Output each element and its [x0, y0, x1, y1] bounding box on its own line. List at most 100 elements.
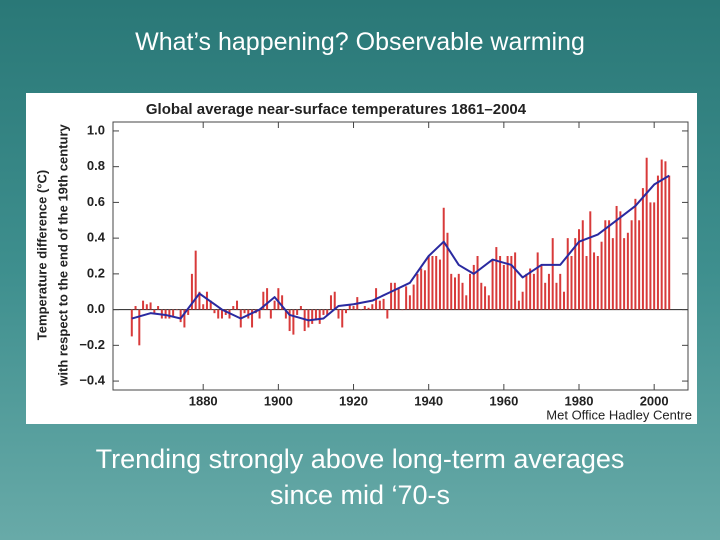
- bar: [284, 309, 287, 319]
- bar: [360, 309, 363, 311]
- bar: [341, 309, 344, 328]
- bar: [446, 232, 449, 310]
- bar: [559, 273, 562, 310]
- x-tick-label: 1880: [189, 393, 218, 408]
- bar: [232, 306, 235, 310]
- chart: Global average near-surface temperatures…: [26, 93, 697, 424]
- chart-background: [26, 93, 697, 424]
- bar: [487, 295, 490, 310]
- bar: [450, 273, 453, 310]
- bar: [476, 256, 479, 310]
- bar: [412, 284, 415, 310]
- bar: [236, 300, 239, 310]
- bar: [142, 300, 145, 310]
- bar: [420, 268, 423, 310]
- bar: [641, 188, 644, 310]
- bar: [510, 256, 513, 310]
- bar: [405, 286, 408, 310]
- bar: [634, 198, 637, 310]
- bar: [281, 295, 284, 310]
- bar: [574, 238, 577, 310]
- x-tick-label: 1900: [264, 393, 293, 408]
- bar: [472, 264, 475, 310]
- bar: [386, 309, 389, 319]
- bar: [348, 304, 351, 310]
- bar: [664, 161, 667, 310]
- bar: [465, 295, 468, 310]
- y-axis-label: Temperature difference (°C): [34, 170, 49, 340]
- bar: [566, 238, 569, 310]
- bar: [273, 300, 276, 310]
- bar: [517, 300, 520, 310]
- bar: [318, 309, 321, 324]
- bar: [198, 291, 201, 310]
- bar: [638, 220, 641, 310]
- bar: [469, 273, 472, 310]
- bar: [653, 202, 656, 310]
- bar: [337, 309, 340, 319]
- bar: [187, 309, 190, 315]
- y-tick-label: 0.0: [87, 301, 105, 316]
- x-tick-label: 2000: [640, 393, 669, 408]
- bar: [205, 291, 208, 310]
- bar: [416, 273, 419, 310]
- bar: [544, 282, 547, 310]
- y-tick-label: 0.6: [87, 194, 105, 209]
- bar: [491, 259, 494, 310]
- bar: [480, 282, 483, 310]
- bar: [194, 250, 197, 310]
- bar: [608, 220, 611, 310]
- bar: [326, 309, 329, 315]
- bar: [307, 309, 310, 328]
- bar: [536, 252, 539, 310]
- bar: [401, 309, 404, 311]
- bar: [213, 309, 216, 314]
- bar: [363, 306, 366, 310]
- bar: [296, 309, 299, 315]
- bar: [619, 211, 622, 310]
- bar: [220, 309, 223, 319]
- y-axis-label: with respect to the end of the 19th cent…: [55, 123, 70, 386]
- bar: [130, 309, 133, 337]
- bar: [303, 309, 306, 332]
- bar: [431, 256, 434, 310]
- bar: [438, 259, 441, 310]
- bar: [352, 306, 355, 310]
- bar: [593, 252, 596, 310]
- bar: [495, 247, 498, 310]
- bar: [529, 268, 532, 310]
- bar: [314, 309, 317, 321]
- y-tick-label: 0.4: [87, 230, 106, 245]
- bar: [645, 157, 648, 310]
- bar: [258, 309, 261, 319]
- bar: [435, 256, 438, 310]
- bar: [138, 309, 141, 346]
- bar: [585, 256, 588, 310]
- bar: [630, 220, 633, 310]
- bar: [251, 309, 254, 328]
- bar: [390, 282, 393, 310]
- bar: [525, 273, 528, 310]
- y-tick-label: −0.4: [79, 373, 105, 388]
- bar: [600, 241, 603, 310]
- bar: [551, 238, 554, 310]
- bar: [269, 309, 272, 319]
- slide-title: What’s happening? Observable warming: [135, 28, 585, 56]
- bar: [202, 304, 205, 310]
- bar: [299, 306, 302, 310]
- y-tick-label: 0.2: [87, 265, 105, 280]
- bar: [502, 264, 505, 310]
- bar: [499, 256, 502, 310]
- bar: [262, 291, 265, 310]
- bar: [514, 252, 517, 310]
- bar: [660, 159, 663, 310]
- x-tick-label: 1980: [565, 393, 594, 408]
- plot-frame: [112, 121, 689, 391]
- y-tick-label: −0.2: [79, 337, 105, 352]
- credit: Met Office Hadley Centre: [546, 407, 692, 422]
- bar: [555, 282, 558, 310]
- bar: [570, 256, 573, 310]
- bar: [329, 295, 332, 310]
- bar: [288, 309, 291, 332]
